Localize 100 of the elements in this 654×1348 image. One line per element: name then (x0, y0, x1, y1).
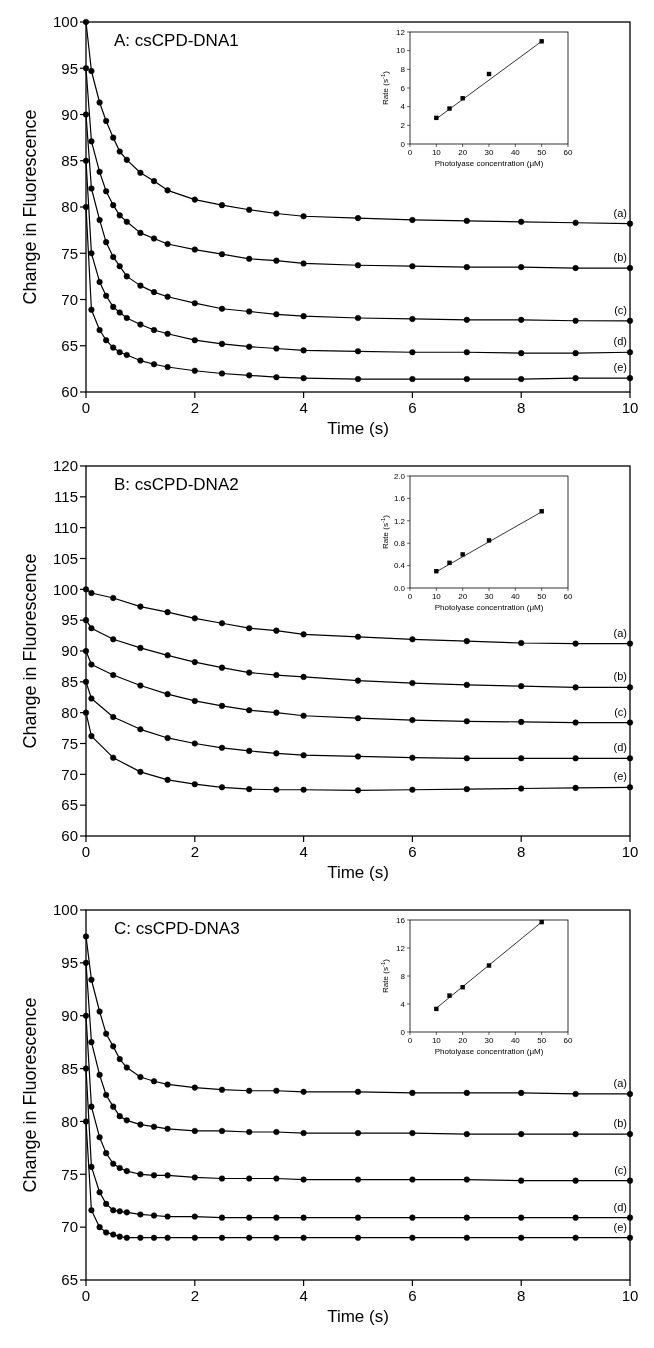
y-tick-label: 16 (396, 915, 406, 925)
y-tick-label: 95 (61, 59, 78, 77)
y-tick-label: 115 (54, 488, 78, 506)
x-tick-label: 10 (621, 399, 639, 416)
y-tick-label: 70 (61, 765, 78, 783)
y-tick-label: 8 (400, 971, 406, 981)
y-tick-label: 100 (52, 901, 78, 919)
x-tick-label: 0 (81, 399, 91, 416)
y-tick-label: 2 (400, 121, 406, 131)
series-label: (c) (614, 1163, 627, 1176)
y-tick-label: 120 (52, 457, 78, 475)
series-label: (b) (613, 670, 627, 683)
series-label: (a) (613, 206, 627, 219)
x-axis-title: Photolyase concentration (μM) (434, 159, 544, 169)
x-tick-label: 10 (431, 148, 442, 157)
y-tick-label: 110 (54, 518, 78, 536)
y-tick-label: 75 (61, 244, 78, 262)
y-tick-label: 100 (52, 13, 78, 31)
x-tick-label: 10 (621, 843, 639, 860)
y-tick-label: 75 (61, 1165, 78, 1183)
x-tick-label: 50 (537, 1036, 547, 1045)
y-tick-label: 4 (400, 102, 406, 112)
series-label: (e) (613, 361, 627, 374)
y-tick-label: 65 (61, 1271, 78, 1289)
y-tick-label: 2.0 (393, 471, 406, 481)
x-axis-title: Photolyase concentration (μM) (434, 603, 544, 613)
x-tick-label: 30 (484, 1036, 494, 1045)
y-tick-label: 1.2 (393, 516, 406, 526)
y-tick-label: 4 (400, 999, 406, 1009)
series-label: (b) (613, 1117, 627, 1130)
series-label: (e) (613, 1220, 627, 1233)
y-tick-label: 8 (400, 65, 406, 75)
y-tick-label: 100 (52, 580, 78, 598)
x-tick-label: 0 (407, 1036, 413, 1045)
x-tick-label: 40 (510, 592, 521, 601)
y-tick-label: 75 (61, 734, 78, 752)
x-tick-label: 10 (621, 1287, 639, 1304)
series-label: (c) (614, 705, 627, 718)
y-tick-label: 85 (61, 1059, 78, 1077)
series-label: (c) (614, 303, 627, 316)
x-axis-title: Photolyase concentration (μM) (434, 1047, 544, 1057)
series-label: (d) (613, 741, 627, 754)
text: A: csCPD-DNA1 (114, 31, 239, 50)
y-tick-label: 80 (61, 1112, 78, 1130)
y-tick-label: 0.4 (393, 561, 406, 571)
y-tick-label: 65 (61, 337, 78, 354)
series-label: (a) (613, 626, 627, 639)
y-tick-label: 6 (400, 83, 406, 93)
x-tick-label: 2 (190, 843, 199, 860)
y-tick-label: 105 (52, 549, 78, 567)
x-tick-label: 4 (299, 843, 308, 860)
x-tick-label: 30 (484, 148, 494, 157)
y-tick-label: 70 (61, 290, 78, 308)
y-tick-label: 70 (61, 1218, 78, 1236)
y-tick-label: 65 (61, 796, 78, 814)
text: C: csCPD-DNA3 (114, 919, 240, 938)
y-axis-title: Change in Fluorescence (20, 997, 40, 1193)
y-tick-label: 0 (400, 139, 406, 149)
x-tick-label: 0 (407, 592, 413, 601)
x-tick-label: 40 (510, 1036, 521, 1045)
y-tick-label: 12 (396, 27, 406, 37)
x-tick-label: 60 (563, 148, 573, 157)
x-tick-label: 20 (458, 592, 468, 601)
x-tick-label: 0 (81, 843, 91, 860)
y-tick-label: 95 (61, 611, 78, 629)
y-axis-title: Change in Fluorescence (20, 553, 40, 749)
y-tick-label: 90 (61, 1006, 78, 1024)
x-tick-label: 20 (458, 148, 468, 157)
series-label: (b) (613, 251, 627, 264)
y-tick-label: 80 (61, 198, 78, 216)
x-tick-label: 60 (563, 1036, 573, 1045)
x-tick-label: 30 (484, 592, 494, 601)
x-tick-label: 40 (510, 148, 521, 157)
y-tick-label: 12 (396, 943, 406, 953)
y-tick-label: 0 (400, 1027, 406, 1037)
y-tick-label: 60 (61, 383, 78, 401)
y-tick-label: 1.6 (393, 494, 406, 504)
x-tick-label: 10 (431, 1036, 442, 1045)
x-axis-title: Time (s) (327, 863, 389, 882)
series-label: (d) (613, 335, 627, 348)
y-tick-label: 80 (61, 703, 78, 721)
x-tick-label: 50 (537, 148, 547, 157)
y-tick-label: 85 (61, 152, 78, 169)
x-tick-label: 10 (431, 592, 442, 601)
series-label: (d) (613, 1200, 627, 1213)
x-tick-label: 60 (563, 592, 573, 601)
series-label: (a) (613, 1076, 627, 1089)
x-tick-label: 8 (517, 399, 526, 416)
y-axis-title: Change in Fluorescence (20, 109, 40, 305)
y-tick-label: 90 (61, 105, 78, 123)
x-tick-label: 0 (81, 1287, 91, 1304)
x-tick-label: 8 (517, 843, 526, 860)
x-tick-label: 2 (190, 399, 199, 416)
x-tick-label: 50 (537, 592, 547, 601)
y-tick-label: 0.8 (393, 539, 406, 548)
x-axis-title: Time (s) (327, 419, 389, 438)
y-tick-label: 85 (61, 673, 78, 691)
x-tick-label: 4 (299, 399, 308, 416)
y-tick-label: 10 (396, 46, 406, 56)
x-tick-label: 0 (407, 148, 413, 157)
